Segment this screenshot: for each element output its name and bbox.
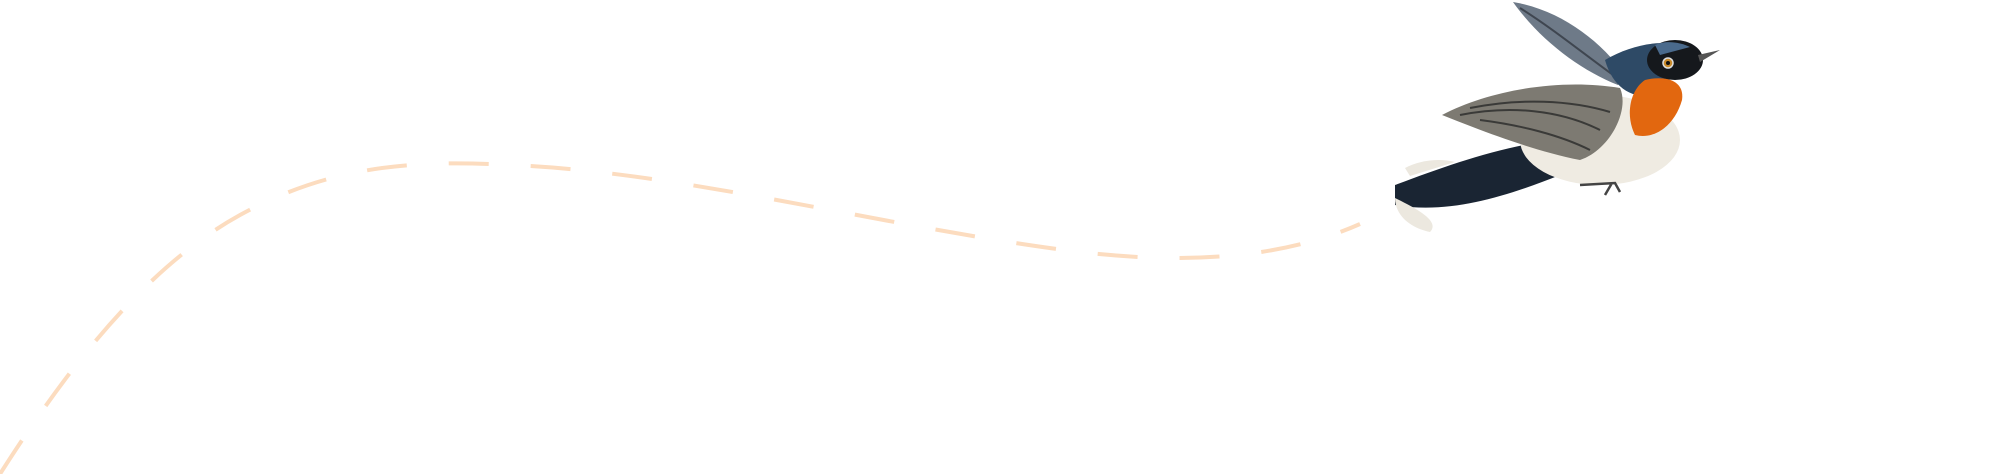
bird-icon [1395,2,1720,232]
dashed-flight-path [0,161,1361,474]
